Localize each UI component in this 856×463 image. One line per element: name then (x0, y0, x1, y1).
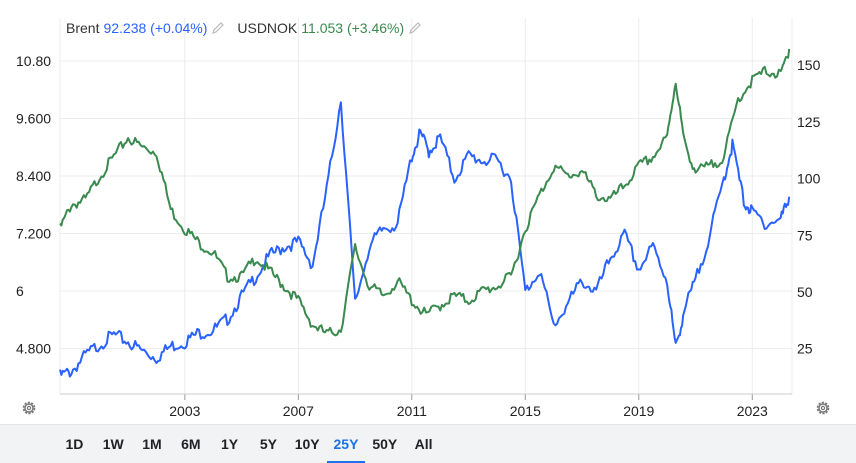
y-right-tick-label: 125 (797, 114, 821, 130)
x-tick-label: 2011 (397, 403, 427, 419)
y-right-tick-label: 50 (797, 284, 813, 300)
range-10y[interactable]: 10Y (294, 436, 320, 452)
legend-usdnok-value: 11.053 (+3.46%) (301, 20, 405, 36)
y-right-tick-label: 100 (797, 171, 821, 187)
y-right-tick-label: 150 (797, 57, 821, 73)
range-buttons: 1D 1W 1M 6M 1Y 5Y 10Y 25Y 50Y All (55, 425, 443, 463)
range-25y[interactable]: 25Y (326, 425, 366, 463)
y-left-tick-label: 6 (16, 283, 24, 299)
pencil-icon[interactable] (408, 21, 422, 35)
y-right-tick-label: 25 (797, 341, 813, 357)
legend-brent-name: Brent (66, 20, 100, 36)
series-line-usdnok (59, 48, 791, 337)
range-1w[interactable]: 1W (102, 436, 124, 452)
gear-icon[interactable] (20, 399, 38, 417)
y-left-tick-label: 7.200 (16, 225, 51, 241)
range-1d[interactable]: 1D (65, 436, 84, 452)
x-tick-label: 2007 (283, 403, 314, 419)
y-left-tick-label: 8.400 (16, 168, 51, 184)
gear-icon[interactable] (814, 399, 832, 417)
x-tick-label: 2019 (623, 403, 654, 419)
range-5y[interactable]: 5Y (259, 436, 277, 452)
pencil-icon[interactable] (211, 21, 225, 35)
legend-usdnok[interactable]: USDNOK 11.053 (+3.46%) (237, 20, 422, 36)
legend-brent[interactable]: Brent 92.238 (+0.04%) (66, 20, 225, 36)
y-left-tick-label: 9.600 (16, 110, 51, 126)
range-50y[interactable]: 50Y (372, 436, 398, 452)
legend-usdnok-name: USDNOK (237, 20, 298, 36)
range-all[interactable]: All (414, 436, 433, 452)
y-right-tick-label: 75 (797, 227, 813, 243)
chart-plot: 10.80 9.600 8.400 7.200 6 4.800 150 125 100 75 50 2… (16, 18, 821, 419)
range-toolbar: 1D 1W 1M 6M 1Y 5Y 10Y 25Y 50Y All (0, 424, 856, 463)
x-tick-label: 2023 (737, 403, 768, 419)
series-line-brent (59, 101, 791, 378)
range-1y[interactable]: 1Y (221, 436, 239, 452)
x-tick-label: 2015 (510, 403, 541, 419)
y-left-tick-label: 10.80 (16, 53, 51, 69)
legend-brent-value: 92.238 (+0.04%) (103, 20, 208, 36)
x-tick-label: 2003 (169, 403, 200, 419)
chart-legend: Brent 92.238 (+0.04%) USDNOK 11.053 (+3.… (66, 20, 422, 36)
y-left-tick-label: 4.800 (16, 340, 51, 356)
range-6m[interactable]: 6M (181, 436, 201, 452)
range-1m[interactable]: 1M (142, 436, 162, 452)
